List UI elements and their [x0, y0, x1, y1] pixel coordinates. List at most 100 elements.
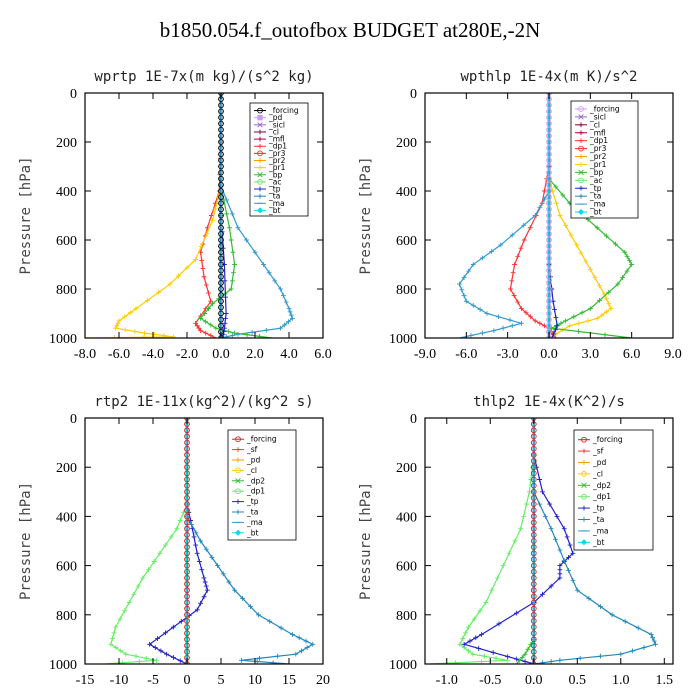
profile-marker	[599, 312, 605, 318]
zero-line-marker	[530, 544, 537, 551]
profile-marker	[252, 249, 258, 255]
plot-area	[457, 93, 635, 338]
profile-marker	[208, 322, 214, 328]
profile-line	[105, 503, 188, 664]
x-tick-label: 15	[282, 673, 296, 688]
profile-line	[458, 190, 550, 338]
profile-marker	[282, 322, 287, 328]
legend-label: _tp	[589, 184, 602, 193]
legend-label: _bt	[592, 538, 605, 547]
legend-label: _tp	[246, 497, 259, 506]
zero-line-marker	[184, 624, 190, 630]
x-tick-label: -4.0	[142, 347, 164, 362]
profile-marker	[602, 332, 608, 338]
x-tick-label: -6.0	[108, 347, 130, 362]
chart-panel-2: wpthlp 1E-4x(m K)/s^2 Pressure [hPa] -9.0 -…	[358, 69, 682, 362]
legend-label: _forcing	[268, 106, 299, 115]
zero-line-marker	[184, 501, 190, 507]
zero-line-marker	[218, 145, 224, 151]
zero-line-marker	[184, 476, 190, 483]
profile-marker	[548, 583, 554, 589]
legend-swatch-marker	[235, 436, 241, 443]
legend-swatch-marker	[581, 460, 587, 465]
profile-marker	[202, 311, 207, 316]
profile-marker	[493, 655, 499, 661]
zero-line-marker	[530, 618, 537, 624]
profile-marker	[278, 325, 283, 331]
profile-marker	[193, 320, 198, 326]
legend-swatch-marker	[581, 517, 587, 522]
zero-line-marker	[546, 200, 552, 207]
zero-line-marker	[218, 175, 224, 182]
legend-label: _tp	[268, 185, 281, 194]
profile-marker	[133, 653, 139, 659]
profile-marker	[528, 477, 534, 482]
profile-marker	[215, 195, 221, 200]
legend-label: _pr3	[268, 149, 286, 158]
profile-marker	[223, 316, 228, 321]
x-tick-label: 0	[184, 673, 191, 688]
profile-marker	[574, 242, 579, 248]
profile-marker	[222, 262, 227, 267]
zero-line-marker	[546, 206, 552, 213]
profile-marker	[585, 318, 591, 324]
profile-marker	[453, 660, 458, 664]
profile-marker	[557, 657, 563, 663]
legend-swatch-marker	[581, 448, 587, 454]
legend-label: _pr1	[268, 163, 286, 172]
profile-marker	[552, 307, 557, 312]
chart-panel-3: rtp2 1E-11x(kg^2)/(kg^2 s) Pressure [hPa]…	[18, 394, 330, 688]
profile-marker	[532, 213, 538, 218]
zero-line-marker	[184, 427, 190, 434]
profile-marker	[540, 489, 545, 495]
zero-line-marker	[218, 169, 224, 176]
zero-line-marker	[218, 188, 224, 194]
profile-marker	[286, 306, 292, 311]
legend-label: _bp	[268, 170, 283, 179]
zero-line-marker	[530, 507, 537, 514]
profile-marker	[108, 641, 114, 647]
profile-marker	[154, 657, 159, 663]
legend-swatch-marker	[578, 114, 584, 120]
profile-marker	[521, 222, 527, 228]
profile-marker	[507, 317, 513, 323]
profile-marker	[548, 659, 554, 664]
profile-marker	[557, 213, 563, 218]
profile-marker	[299, 648, 304, 654]
profile-marker	[222, 325, 227, 331]
zero-line-marker	[530, 513, 537, 520]
profile-marker	[477, 307, 483, 312]
profile-line	[533, 491, 657, 664]
zero-line-marker	[530, 568, 537, 575]
legend-swatch-marker	[581, 482, 587, 489]
figure-title: b1850.054.f_outofbox BUDGET at280E,-2N	[159, 18, 541, 42]
profile-marker	[597, 283, 602, 289]
profile-marker	[542, 188, 547, 194]
profile-marker	[471, 616, 477, 622]
legend-swatch-marker	[235, 478, 241, 484]
legend-label: _dp2	[246, 476, 265, 485]
profile-marker	[604, 296, 609, 302]
profile-marker	[176, 273, 181, 279]
profile-marker	[287, 309, 293, 315]
profile-marker	[288, 312, 294, 318]
zero-line-marker	[218, 206, 224, 213]
zero-line-marker	[184, 648, 190, 655]
profile-marker	[594, 225, 600, 231]
zero-line-marker	[546, 310, 552, 317]
profile-marker	[606, 301, 612, 307]
zero-line-marker	[184, 562, 190, 569]
zero-line-marker	[546, 163, 552, 170]
profile-marker	[540, 591, 545, 597]
profile-marker	[286, 319, 291, 325]
profile-marker	[496, 314, 501, 320]
profile-marker	[548, 526, 554, 532]
profile-marker	[290, 316, 295, 321]
zero-line-marker	[546, 182, 552, 188]
profile-marker	[229, 211, 235, 217]
y-tick-label: 800	[396, 283, 417, 298]
profile-marker	[198, 316, 203, 321]
profile-marker	[461, 293, 467, 298]
profile-marker	[592, 275, 598, 280]
profile-marker	[208, 333, 214, 338]
